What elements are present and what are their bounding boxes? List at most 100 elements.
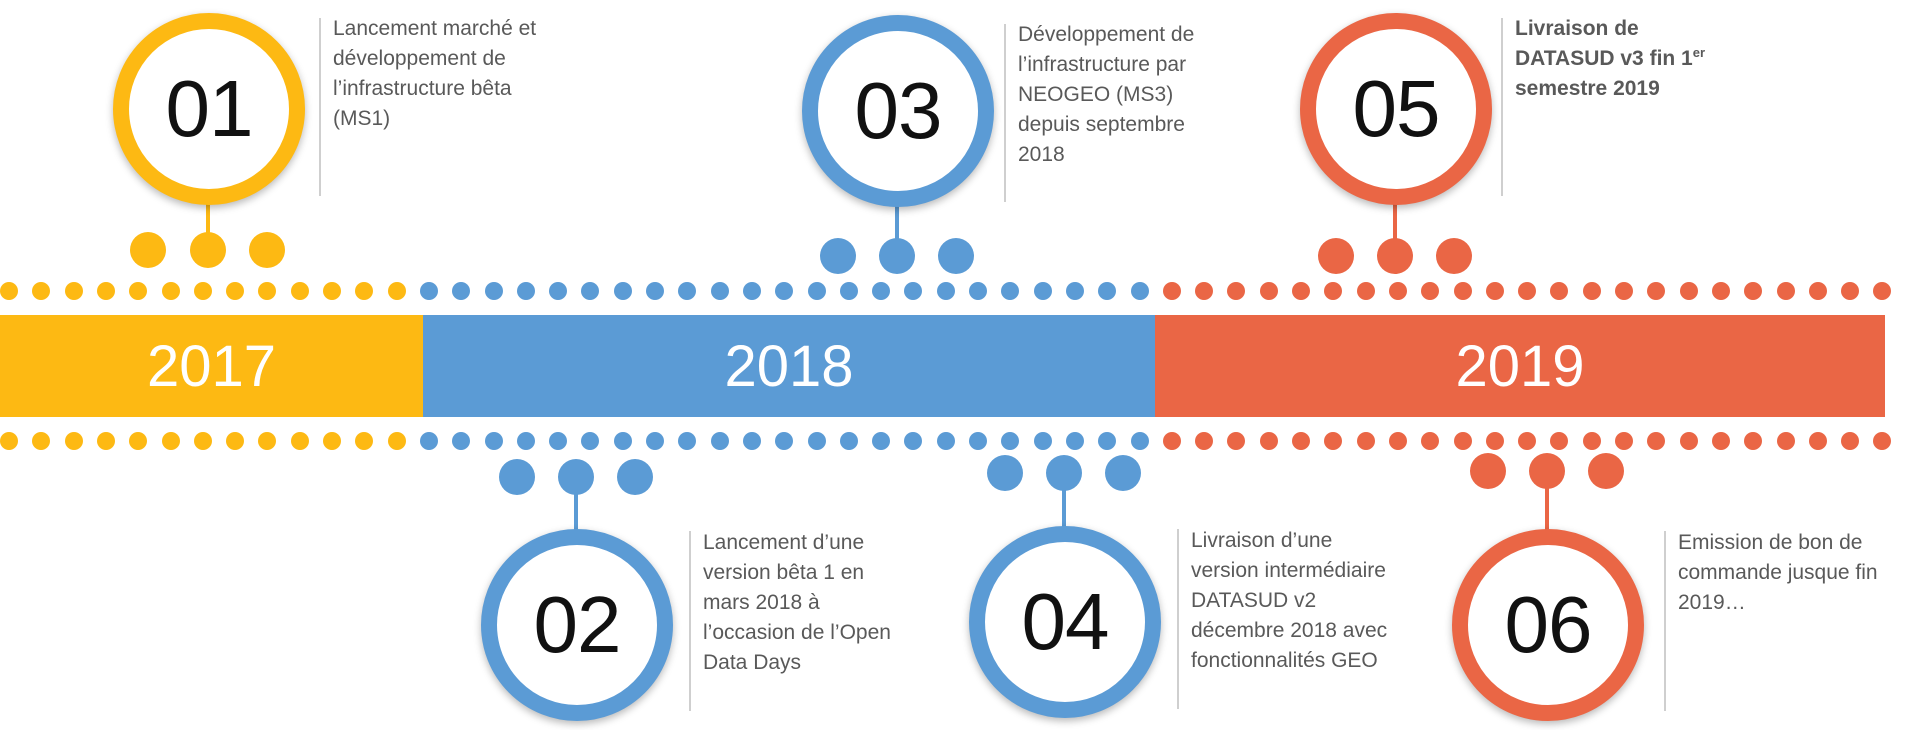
year-label-2019: 2019 [1455, 333, 1585, 399]
timeline-dot [1195, 282, 1214, 300]
timeline-dot [32, 432, 51, 450]
timeline-dot [1162, 282, 1181, 300]
connector-stem [206, 200, 210, 236]
milestone-number: 04 [1021, 577, 1110, 666]
divider-line [319, 18, 321, 196]
milestone-number: 03 [854, 66, 943, 155]
timeline-dot [1098, 432, 1117, 450]
timeline-dot [1259, 282, 1278, 300]
timeline-dot [1001, 432, 1020, 450]
timeline-dot [1098, 282, 1117, 300]
timeline-dot [1130, 432, 1149, 450]
milestone-number: 01 [165, 64, 254, 153]
timeline-dot [904, 432, 923, 450]
timeline-dot [969, 282, 987, 300]
timeline-dot [1227, 432, 1246, 450]
connector-dot [1377, 238, 1413, 274]
timeline-dot [226, 432, 245, 450]
timeline-dot [839, 432, 858, 450]
timeline-dot [1033, 432, 1052, 450]
timeline-dot [775, 432, 794, 450]
timeline-dot [1162, 432, 1181, 450]
timeline-dot [1485, 282, 1504, 300]
timeline-dot [1485, 432, 1504, 450]
timeline-dot [1324, 282, 1343, 300]
connector-dot [617, 459, 653, 495]
timeline-dot [96, 282, 115, 300]
timeline-dot [419, 432, 438, 450]
year-label-2017: 2017 [146, 333, 277, 399]
connector-dot [1318, 238, 1354, 274]
timeline-dot [1065, 432, 1084, 450]
timeline-dot [1647, 432, 1666, 450]
timeline-dot [1453, 282, 1472, 300]
divider-line [1501, 18, 1503, 196]
timeline-dot [1518, 432, 1537, 450]
timeline-dot [1582, 282, 1601, 300]
timeline-dot [1550, 282, 1569, 300]
connector-dot [1529, 453, 1565, 489]
milestone-description-text: Livraison de DATASUD v3 fin 1 [1515, 17, 1693, 70]
timeline-dot [775, 282, 794, 300]
year-band-2017: 2017 [0, 315, 423, 417]
timeline-dot [1711, 282, 1730, 300]
timeline-dot [646, 282, 664, 300]
year-band-2019: 2019 [1155, 315, 1885, 417]
timeline-dot [1808, 432, 1827, 450]
milestone-circle: 02 [481, 529, 673, 721]
connector-dot [130, 232, 166, 268]
timeline-dot [1388, 432, 1407, 450]
connector-dot [879, 238, 915, 274]
timeline-dot [678, 282, 697, 300]
timeline-dot [807, 282, 826, 300]
milestone-circle: 01 [113, 13, 305, 205]
timeline-dot [710, 432, 729, 450]
timeline-dot [0, 282, 18, 300]
milestone-description-text-after: semestre 2019 [1515, 77, 1660, 100]
connector-dot [1588, 453, 1624, 489]
timeline-dot [1776, 432, 1795, 450]
timeline-dot [1356, 282, 1375, 300]
timeline-dot [64, 282, 83, 300]
connector-dot [1105, 455, 1141, 491]
milestone-circle: 04 [969, 526, 1161, 718]
timeline-dot [1356, 432, 1375, 450]
connector-stem [1062, 488, 1066, 530]
timeline-dot [1195, 432, 1214, 450]
timeline-dot [161, 282, 180, 300]
milestone-circle: 05 [1300, 13, 1492, 205]
divider-line [689, 531, 691, 711]
timeline-dot [0, 432, 18, 450]
timeline-dot [355, 432, 374, 450]
timeline-dot [193, 432, 212, 450]
connector-stem [1393, 203, 1397, 241]
connector-dot [190, 232, 226, 268]
timeline-dot [936, 282, 955, 300]
timeline-dot [161, 432, 180, 450]
timeline-dot [1744, 282, 1763, 300]
timeline-dot [96, 432, 115, 450]
milestone-description: Lancement d’une version bêta 1 en mars 2… [703, 531, 891, 674]
divider-line [1664, 531, 1666, 711]
timeline-dot [258, 432, 277, 450]
connector-dot [1470, 453, 1506, 489]
timeline-dot [549, 282, 568, 300]
timeline-dot [1324, 432, 1343, 450]
milestone-number: 05 [1352, 64, 1441, 153]
timeline-dot [1421, 432, 1440, 450]
timeline-dot [452, 282, 471, 300]
timeline-dot [1711, 432, 1730, 450]
connector-dot [499, 459, 535, 495]
timeline-dot [1453, 432, 1472, 450]
timeline-dot [742, 282, 761, 300]
year-label-2018: 2018 [724, 333, 854, 399]
timeline-dot [193, 282, 212, 300]
timeline-dot [678, 432, 697, 450]
connector-dot [1046, 455, 1082, 491]
timeline-dot [1841, 432, 1860, 450]
timeline-dot [1808, 282, 1827, 300]
timeline-dot [646, 432, 664, 450]
connector-stem [895, 205, 899, 241]
timeline-dot [581, 432, 600, 450]
timeline-dot [613, 432, 632, 450]
